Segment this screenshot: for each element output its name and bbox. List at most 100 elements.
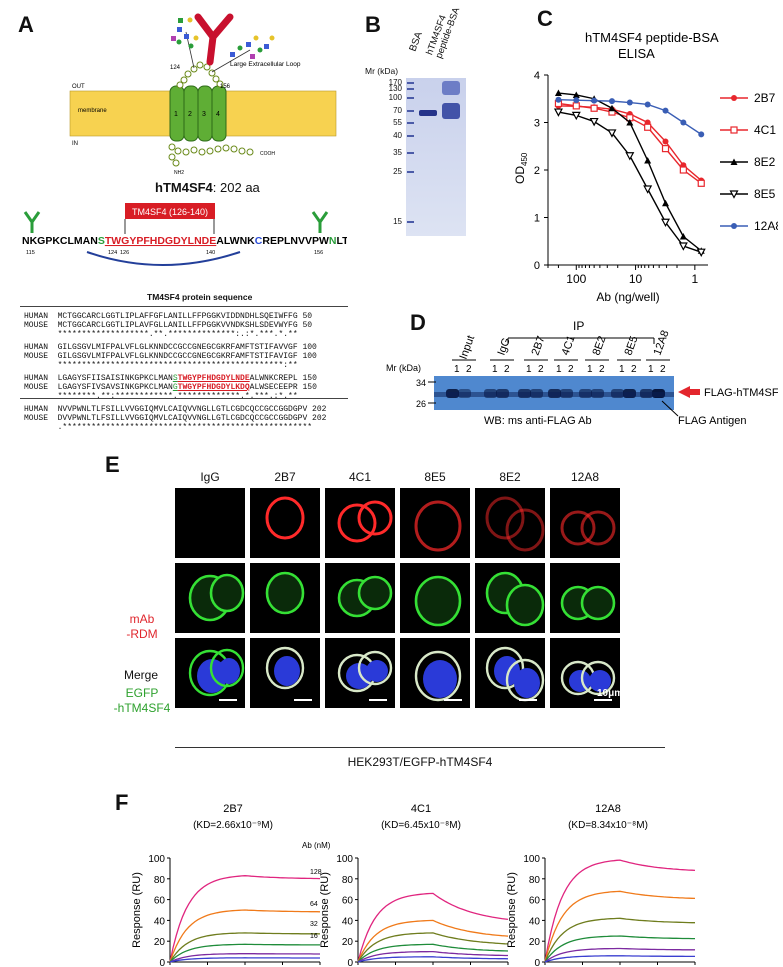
alignment-row: *******************.**.**************:.:… (24, 330, 326, 339)
micrograph-cell (550, 488, 620, 558)
response-curve (544, 955, 695, 963)
y-tick-label: 0 (159, 958, 165, 966)
flag-arrow-icon (678, 386, 700, 398)
alignment-row: HUMAN NVVPWNLTLFSILLVVGGIQMVLCAIQVVNGLLG… (24, 405, 326, 414)
sensorgram-4C1: 4C1(KD=6.45x10⁻⁸M)0204060801000240480720… (319, 803, 509, 966)
marker-34: 34 (416, 378, 426, 388)
lane-number: 2 (660, 364, 666, 375)
response-curve (169, 953, 320, 963)
data-point (662, 107, 669, 114)
alignment-number: 100 (297, 352, 317, 361)
pos-124-label: 124 (170, 65, 181, 71)
data-point (661, 218, 671, 228)
gel-lane-peptide: hTM4SF4 peptide-BSA (424, 6, 463, 61)
panel-c-label: C (537, 6, 553, 31)
glycan-chain-156 (211, 35, 275, 73)
data-point (730, 126, 738, 134)
row-label-egfp: EGFP -hTM4SF4 (113, 686, 171, 715)
red-membrane (580, 510, 616, 546)
alignment-species: MOUSE (24, 383, 58, 392)
alignment-number: 202 (307, 405, 327, 414)
alignment-seq: DVVPWNLTLFSILLVVGGIQMVLCAIQVVNGLLGTLCGDC… (57, 414, 308, 423)
alignment-seq: ****************************************… (57, 361, 298, 370)
lane-group-label: 12A8 (652, 329, 672, 357)
red-membrane (357, 500, 393, 536)
micrograph-cell (475, 488, 545, 558)
response-curve (169, 875, 321, 963)
sensorgram-12A8: 12A8(KD=8.34x10⁻⁸M)020406080100024048072… (506, 803, 696, 966)
y-tick-label: 60 (342, 896, 354, 907)
data-point (590, 104, 598, 112)
alignment-seq: NVVPWNLTLFSILLVVGGIQMVLCAIQVVNGLLGTLCGDC… (57, 405, 308, 414)
data-point (698, 131, 705, 138)
red-membrane (337, 503, 377, 543)
blue-nucleus (274, 656, 300, 686)
scale-bar-label: 10μm (597, 688, 624, 699)
response-curve (544, 935, 695, 963)
green-membrane (209, 573, 245, 613)
alignment-seq: .***************************************… (57, 423, 313, 432)
y-tick-label: 20 (529, 937, 541, 948)
large-loop-label: Large Extracellular Loop (230, 61, 301, 68)
svg-text:TM4SF4 (126-140): TM4SF4 (126-140) (132, 207, 208, 217)
red-membrane (560, 510, 596, 546)
red-membrane (265, 496, 305, 540)
svg-text:156: 156 (314, 250, 323, 256)
micrograph-cell (250, 563, 320, 633)
data-point (679, 166, 687, 174)
response-curve (169, 943, 320, 963)
series-8E5: 8E5 (553, 108, 776, 257)
lane-number: 2 (631, 364, 637, 375)
column-label: IgG (200, 470, 220, 484)
y-tick-label: 80 (342, 875, 354, 886)
data-point (643, 185, 653, 194)
y-tick-label: 100 (523, 854, 540, 865)
data-point (555, 96, 562, 103)
glycosylation-site-156-icon (311, 211, 329, 233)
peptide-box (125, 203, 215, 219)
lane-number: 2 (538, 364, 544, 375)
data-point (644, 101, 651, 108)
blue-nucleus (366, 660, 388, 682)
data-point (626, 119, 634, 126)
lane-number: 1 (648, 364, 654, 375)
y-tick-label: 20 (342, 937, 354, 948)
lane-group-label: IgG (496, 336, 513, 357)
flag-antigen-label: FLAG Antigen (678, 415, 747, 427)
lane-group-label: 4C1 (560, 334, 578, 357)
divider-bottom (20, 398, 348, 399)
data-point (644, 157, 652, 164)
x-tick-label: 100 (566, 272, 586, 286)
green-membrane (357, 575, 393, 611)
svg-text:1: 1 (174, 111, 178, 118)
y-tick-label: 40 (342, 916, 354, 927)
gel-marker-tick: 100 (388, 93, 402, 102)
series-2B7: 2B7 (555, 91, 776, 184)
alignment-species: HUMAN (24, 312, 58, 321)
alignment-row: HUMAN LGAGYSFIISAISINKGPKCLMANSTWGYPFHDG… (24, 374, 326, 383)
alignment-row: MOUSE GILGSGVLMIFPALVFLGLKNNDCCGCCGNEGCG… (24, 352, 326, 361)
data-point (589, 117, 599, 127)
alignment-species: HUMAN (24, 374, 58, 383)
data-point (644, 123, 652, 131)
data-point (680, 119, 687, 126)
sensorgram-title: 4C1 (411, 803, 431, 815)
svg-text:4: 4 (216, 111, 220, 118)
in-label: IN (72, 141, 78, 147)
alignment-number: 150 (297, 374, 317, 383)
alignment-seq: MCTGGCARCLGGTLIPLAFFGFLANILLFFPGGKVIDDND… (57, 312, 298, 321)
panel-e-label: E (105, 452, 120, 477)
lane-number: 2 (568, 364, 574, 375)
alignment-species (24, 330, 58, 339)
data-point (608, 104, 616, 112)
column-label: 12A8 (570, 470, 600, 484)
gel-marker-tick: 130 (388, 84, 402, 93)
data-point (731, 95, 737, 101)
response-curve (544, 890, 696, 963)
y-tick-label: 1 (534, 213, 540, 225)
response-curve (544, 947, 695, 963)
lane-number: 1 (526, 364, 532, 375)
alignment-row: ********.**:************.*************.*… (24, 392, 326, 401)
alignment-species: MOUSE (24, 414, 58, 423)
